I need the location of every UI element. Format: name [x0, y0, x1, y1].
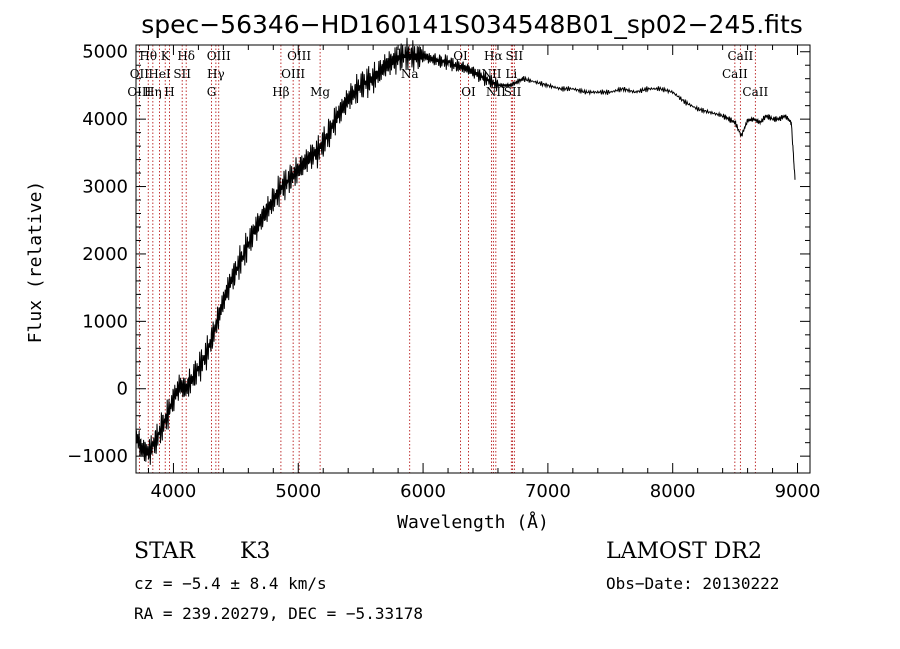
- line-label: SII: [505, 49, 523, 63]
- line-label: H: [164, 85, 174, 99]
- line-label: Li: [505, 67, 517, 81]
- y-axis: −1000 0 1000 2000 3000 4000 5000: [67, 42, 810, 467]
- line-label: NII: [481, 67, 501, 81]
- line-label: Hθ: [139, 49, 157, 63]
- y-tick-label: 2000: [82, 244, 128, 265]
- x-tick-label: 6000: [400, 481, 446, 502]
- x-tick-label: 9000: [775, 481, 821, 502]
- line-label: CaII: [742, 85, 768, 99]
- line-label: OI: [453, 49, 468, 63]
- line-label: OI: [461, 85, 476, 99]
- line-label: Mg: [310, 85, 330, 99]
- line-label: Hβ: [272, 85, 289, 99]
- line-label: SII: [504, 85, 522, 99]
- line-label: OIII: [281, 67, 305, 81]
- x-tick-label: 5000: [275, 481, 321, 502]
- coordinates: RA = 239.20279, DEC = −5.33178: [134, 604, 423, 623]
- x-axis-label: Wavelength (Å): [397, 511, 549, 533]
- line-label: Na: [401, 67, 419, 81]
- y-tick-label: 0: [117, 379, 128, 400]
- y-tick-label: 5000: [82, 42, 128, 63]
- survey-name: LAMOST DR2: [606, 539, 762, 564]
- y-tick-label: 1000: [82, 311, 128, 332]
- line-label: OIII: [207, 49, 231, 63]
- x-tick-label: 7000: [525, 481, 571, 502]
- line-label: HeI: [148, 67, 171, 81]
- y-tick-label: −1000: [67, 446, 128, 467]
- line-label: NII: [486, 85, 506, 99]
- x-tick-label: 8000: [650, 481, 696, 502]
- line-label: Hγ: [207, 67, 225, 81]
- x-axis: 4000 5000 6000 7000 8000 9000: [147, 45, 821, 502]
- observation-date: Obs−Date: 20130222: [606, 574, 780, 593]
- line-label: G: [207, 85, 217, 99]
- y-tick-label: 3000: [82, 177, 128, 198]
- line-label: Hη: [144, 85, 162, 99]
- x-tick-label: 4000: [151, 481, 197, 502]
- chart-title: spec−56346−HD160141S034548B01_sp02−245.f…: [141, 10, 803, 39]
- object-class: STAR: [134, 539, 195, 564]
- line-label: CaII: [727, 49, 753, 63]
- line-label: OIII: [287, 49, 311, 63]
- y-tick-label: 4000: [82, 109, 128, 130]
- y-axis-label: Flux (relative): [25, 181, 46, 344]
- line-label: Hα: [484, 49, 503, 63]
- line-label: SII: [173, 67, 191, 81]
- emission-line-markers: [138, 45, 756, 473]
- line-label: CaII: [722, 67, 748, 81]
- plot-frame: [135, 44, 811, 474]
- line-label: Hδ: [177, 49, 195, 63]
- spectrum-line: [135, 37, 796, 465]
- object-subclass: K3: [240, 539, 271, 564]
- line-label: K: [161, 49, 171, 63]
- redshift-velocity: cz = −5.4 ± 8.4 km/s: [134, 574, 327, 593]
- line-label: OIII: [127, 85, 151, 99]
- line-label: OII: [130, 67, 150, 81]
